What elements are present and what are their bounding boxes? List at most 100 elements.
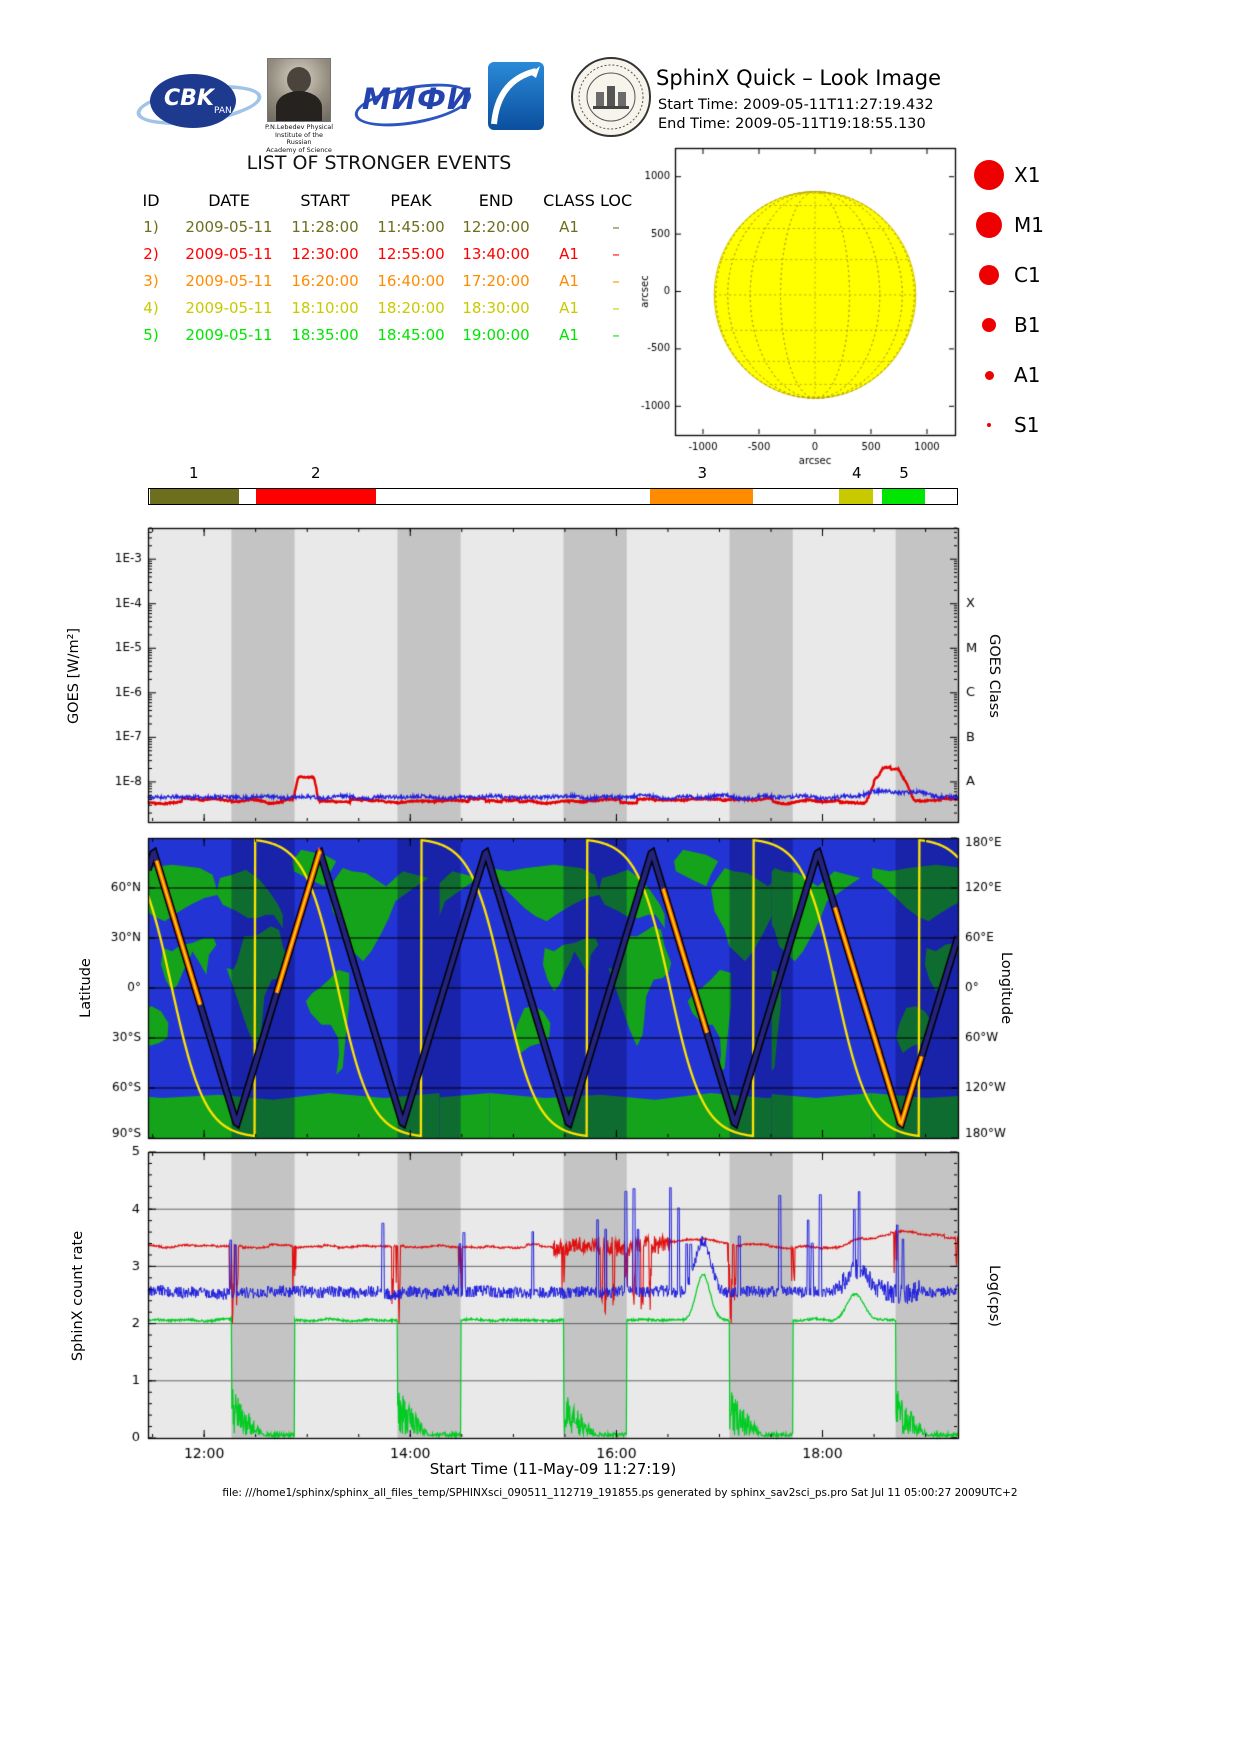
class-legend-label: A1 xyxy=(1014,363,1041,387)
lebedev-portrait: P.N.Lebedev Physical Institute of the Ru… xyxy=(262,58,336,153)
event-peak: 11:45:00 xyxy=(377,218,445,236)
col-header-start: START xyxy=(300,191,350,210)
flare-class-dot-icon xyxy=(984,370,994,380)
lebedev-caption-line: P.N.Lebedev Physical xyxy=(264,123,333,131)
event-date: 2009-05-11 xyxy=(185,218,273,236)
event-loc: – xyxy=(612,299,620,317)
lebedev-caption: P.N.Lebedev Physical Institute of the Ru… xyxy=(262,123,336,154)
event-end: 12:20:00 xyxy=(462,218,530,236)
class-legend-item: B1 xyxy=(972,300,1082,350)
col-header-date: DATE xyxy=(208,191,250,210)
goes-flux-plot xyxy=(100,520,1020,832)
event-peak: 16:40:00 xyxy=(377,272,445,290)
timeline-segment-3 xyxy=(650,489,754,504)
event-id: 4) xyxy=(143,299,159,317)
event-end: 19:00:00 xyxy=(462,326,530,344)
longitude-axis-label: Longitude xyxy=(998,951,1014,1025)
flare-class-dot-icon xyxy=(976,212,1002,238)
cbk-logo-text: CBK xyxy=(164,86,214,111)
class-legend-item: S1 xyxy=(972,400,1082,450)
timeline-numbers: 1 2 3 4 5 xyxy=(148,464,958,484)
events-list-title: LIST OF STRONGER EVENTS xyxy=(246,152,512,174)
class-legend-item: X1 xyxy=(972,150,1082,200)
event-class: A1 xyxy=(559,326,579,344)
log-cps-axis-label: Log(cps) xyxy=(986,1265,1002,1327)
event-peak: 18:20:00 xyxy=(377,299,445,317)
class-dot-box xyxy=(972,212,1006,238)
event-loc: – xyxy=(612,218,620,236)
class-legend-item: M1 xyxy=(972,200,1082,250)
class-legend-label: S1 xyxy=(1014,413,1040,437)
class-legend-label: X1 xyxy=(1014,163,1041,187)
class-dot-box xyxy=(972,318,1006,332)
event-date: 2009-05-11 xyxy=(185,299,273,317)
event-peak: 12:55:00 xyxy=(377,245,445,263)
event-end: 17:20:00 xyxy=(462,272,530,290)
event-start: 18:35:00 xyxy=(291,326,359,344)
start-time-text: Start Time: 2009-05-11T11:27:19.432 xyxy=(658,97,934,113)
event-peak: 18:45:00 xyxy=(377,326,445,344)
mephi-logo-text: МИФИ xyxy=(362,82,473,116)
event-start: 18:10:00 xyxy=(291,299,359,317)
timeline-segment-2 xyxy=(256,489,377,504)
portrait-photo-icon xyxy=(267,58,331,122)
event-class: A1 xyxy=(559,245,579,263)
event-loc: – xyxy=(612,326,620,344)
event-start: 12:30:00 xyxy=(291,245,359,263)
lebedev-caption-line: Institute of the Russian xyxy=(274,130,324,146)
event-class: A1 xyxy=(559,272,579,290)
university-seal xyxy=(570,56,652,138)
col-header-id: ID xyxy=(142,191,160,210)
event-loc: – xyxy=(612,245,620,263)
stronger-events-panel: LIST OF STRONGER EVENTS ID DATE START PE… xyxy=(126,152,632,349)
timeline-segment-4 xyxy=(838,489,874,504)
class-dot-box xyxy=(972,370,1006,380)
comet-arch-icon xyxy=(491,66,540,125)
event-id: 5) xyxy=(143,326,159,344)
event-date: 2009-05-11 xyxy=(185,326,273,344)
goes-y-axis-label: GOES [W/m²] xyxy=(66,627,82,725)
events-table: ID DATE START PEAK END CLASS LOC 1) 2009… xyxy=(126,188,632,349)
flare-class-dot-icon xyxy=(982,318,996,332)
cbk-logo-subtext: PAN xyxy=(214,106,232,116)
flare-class-dot-icon xyxy=(987,423,991,427)
count-rate-axis-label: SphinX count rate xyxy=(70,1230,86,1362)
col-header-end: END xyxy=(478,191,514,210)
event-timeline: 1 2 3 4 5 xyxy=(148,464,958,510)
sphinx-count-rate-plot xyxy=(100,1144,1020,1484)
event-id: 2) xyxy=(143,245,159,263)
timeline-event-number: 4 xyxy=(852,464,862,482)
timeline-event-number: 2 xyxy=(310,464,321,482)
lebedev-caption-line: Academy of Science xyxy=(266,145,332,154)
latitude-axis-label: Latitude xyxy=(78,958,94,1018)
mephi-logo: МИФИ xyxy=(351,74,475,134)
timeline-event-number: 1 xyxy=(189,464,199,482)
time-axis-label: Start Time (11-May-09 11:27:19) xyxy=(429,1460,677,1478)
class-dot-box xyxy=(972,160,1006,190)
flare-class-legend: X1 M1 C1 B1 A1 S1 xyxy=(972,150,1082,450)
solar-disk-plot xyxy=(640,140,980,490)
event-date: 2009-05-11 xyxy=(185,245,273,263)
event-class: A1 xyxy=(559,218,579,236)
event-start: 16:20:00 xyxy=(291,272,359,290)
mission-badge-logo xyxy=(488,62,544,130)
timeline-event-number: 3 xyxy=(697,464,707,482)
event-end: 18:30:00 xyxy=(462,299,530,317)
flare-class-dot-icon xyxy=(979,265,999,285)
class-legend-label: B1 xyxy=(1014,313,1041,337)
col-header-class: CLASS xyxy=(543,191,595,210)
event-loc: – xyxy=(612,272,620,290)
class-legend-label: C1 xyxy=(1014,263,1041,287)
class-dot-box xyxy=(972,265,1006,285)
goes-class-axis-label: GOES Class xyxy=(986,634,1002,718)
event-start: 11:28:00 xyxy=(291,218,359,236)
ground-track-map-plot xyxy=(100,830,1020,1148)
event-class: A1 xyxy=(559,299,579,317)
end-time-text: End Time: 2009-05-11T19:18:55.130 xyxy=(658,116,926,132)
timeline-event-number: 5 xyxy=(899,464,909,482)
class-legend-label: M1 xyxy=(1014,213,1044,237)
class-dot-box xyxy=(972,423,1006,427)
event-id: 3) xyxy=(143,272,159,290)
file-footer-text: file: ///home1/sphinx/sphinx_all_files_t… xyxy=(222,1487,1018,1499)
